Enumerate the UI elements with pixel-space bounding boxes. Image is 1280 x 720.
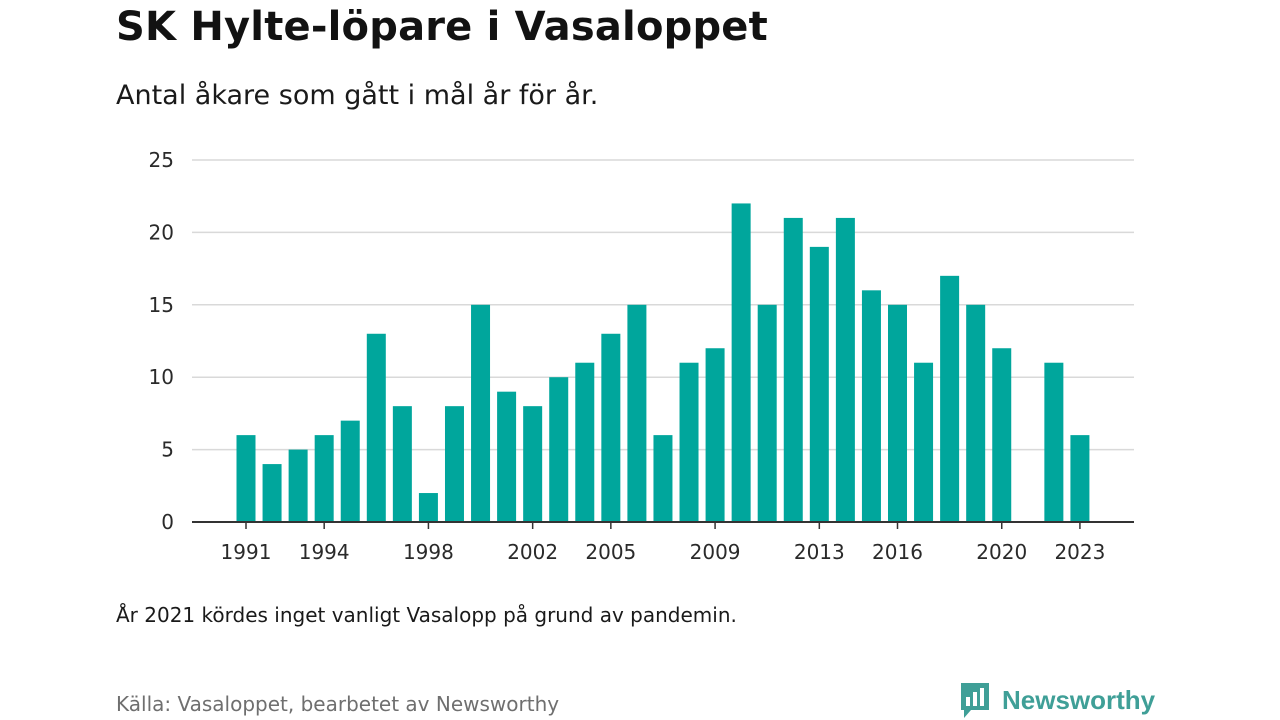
y-tick-label: 5 <box>161 438 174 462</box>
bar-1996 <box>366 333 386 522</box>
bar-2012 <box>783 217 803 523</box>
bar-2000 <box>471 304 491 522</box>
y-tick-label: 20 <box>149 220 174 244</box>
bar-1995 <box>340 420 360 522</box>
x-tick-label: 2013 <box>794 540 845 564</box>
newsworthy-logo: Newsworthy <box>958 680 1155 720</box>
bar-2005 <box>601 333 621 522</box>
bar-1994 <box>314 435 334 522</box>
y-tick-label: 15 <box>149 293 174 317</box>
bar-2009 <box>705 348 725 522</box>
y-tick-label: 25 <box>149 148 174 172</box>
bar-2013 <box>809 246 829 522</box>
bar-2011 <box>757 304 777 522</box>
bar-2006 <box>627 304 647 522</box>
chart-title: SK Hylte-löpare i Vasaloppet <box>116 4 768 50</box>
chart-speech-bubble-icon <box>961 683 989 718</box>
bar-2008 <box>679 362 699 522</box>
y-tick-label: 0 <box>161 510 174 534</box>
x-tick-label: 2005 <box>585 540 636 564</box>
bar-2001 <box>497 391 517 522</box>
bar-2016 <box>888 304 907 522</box>
bar-1992 <box>262 464 282 522</box>
x-tick-label: 1994 <box>299 540 350 564</box>
bar-2014 <box>835 217 855 523</box>
x-tick-label: 2009 <box>690 540 741 564</box>
x-tick-label: 2023 <box>1054 540 1105 564</box>
bar-1997 <box>392 406 412 522</box>
bar-2020 <box>992 348 1012 522</box>
bar-2023 <box>1070 435 1090 522</box>
chart-subtitle: Antal åkare som gått i mål år för år. <box>116 80 599 111</box>
x-tick-label: 2016 <box>872 540 923 564</box>
bar-2017 <box>914 362 934 522</box>
x-tick-label: 1991 <box>221 540 272 564</box>
bar-1999 <box>444 406 464 522</box>
logo-text: Newsworthy <box>1002 684 1156 715</box>
bar-2007 <box>653 435 673 522</box>
x-tick-label: 2020 <box>976 540 1027 564</box>
bar-2002 <box>523 406 543 522</box>
bar-2018 <box>940 275 960 522</box>
bar-1993 <box>288 449 308 522</box>
bar-1998 <box>418 493 438 522</box>
bar-2010 <box>731 203 751 522</box>
bar-2019 <box>966 304 986 522</box>
chart-note: År 2021 kördes inget vanligt Vasalopp på… <box>116 603 737 627</box>
source-credit: Källa: Vasaloppet, bearbetet av Newswort… <box>116 692 560 716</box>
bar-2022 <box>1044 362 1064 522</box>
bar-2015 <box>861 290 881 522</box>
x-tick-label: 2002 <box>507 540 558 564</box>
bar-1991 <box>236 435 256 522</box>
bar-2004 <box>575 362 595 522</box>
x-tick-label: 1998 <box>403 540 454 564</box>
bar-2003 <box>549 377 569 522</box>
y-tick-label: 10 <box>149 365 174 389</box>
